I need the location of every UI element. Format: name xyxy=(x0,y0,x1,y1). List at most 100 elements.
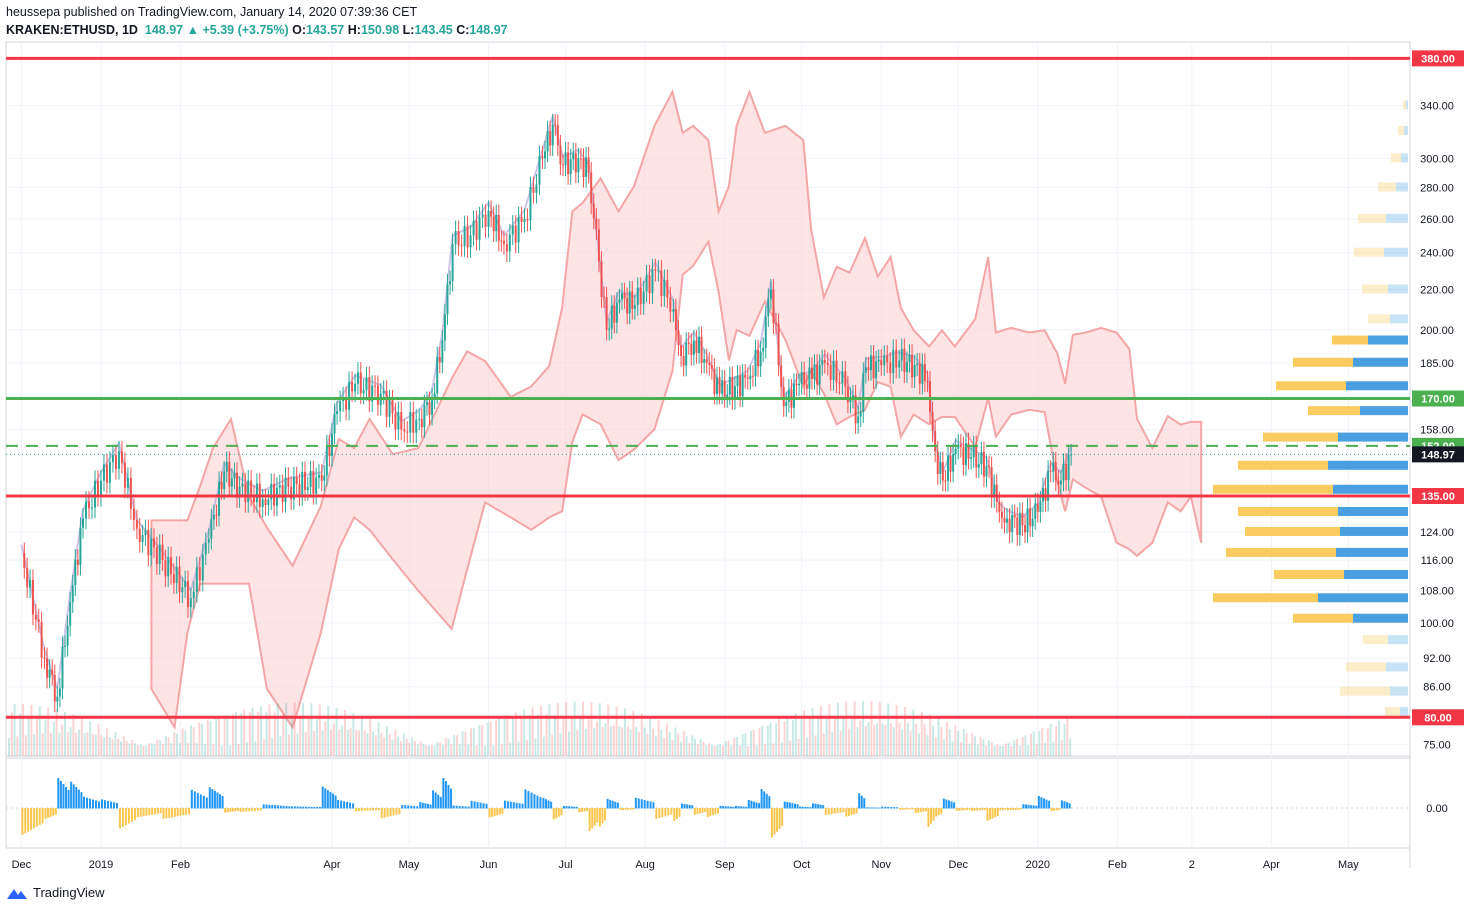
macd-bar xyxy=(1032,805,1035,809)
volume-bar xyxy=(153,744,156,756)
candle-body xyxy=(726,394,729,397)
candle-body xyxy=(345,397,348,410)
volume-bar xyxy=(722,745,724,756)
macd-bar xyxy=(763,791,766,809)
candle-body xyxy=(877,359,880,362)
candle-body xyxy=(610,305,613,329)
candle-body xyxy=(785,401,788,407)
candle-body xyxy=(284,477,287,502)
tradingview-brand[interactable]: TradingView xyxy=(6,885,105,900)
close-label: C: xyxy=(456,23,470,37)
candle-body xyxy=(304,471,307,491)
candle-body xyxy=(654,269,657,271)
macd-bar xyxy=(30,808,33,830)
volume-bar xyxy=(489,721,492,756)
macd-bar xyxy=(575,806,578,809)
macd-bar xyxy=(901,808,904,810)
macd-bar xyxy=(242,808,245,812)
volume-bar xyxy=(696,744,699,756)
volume-bar xyxy=(775,723,778,756)
candle-body xyxy=(443,314,446,341)
macd-bar xyxy=(616,802,619,809)
ichimoku-cloud xyxy=(150,89,1203,731)
vp-up-bar xyxy=(1390,314,1408,324)
volume-bar xyxy=(344,710,346,756)
vp-up-bar xyxy=(1338,432,1408,442)
volume-bar xyxy=(206,719,209,756)
volume-bar xyxy=(313,731,316,756)
volume-bar xyxy=(1018,745,1021,756)
candle-body xyxy=(526,218,529,221)
candle-body xyxy=(782,387,785,407)
candle-body xyxy=(934,431,937,452)
volume-bar xyxy=(69,727,72,756)
volume-bar xyxy=(523,709,526,756)
last-price: 148.97 xyxy=(144,23,184,37)
y-tick-label: 200.00 xyxy=(1420,325,1454,337)
symbol-name[interactable]: KRAKEN:ETHUSD, 1D xyxy=(6,23,138,37)
macd-bar xyxy=(321,786,324,809)
macd-bar xyxy=(724,806,727,809)
candle-body xyxy=(161,544,164,561)
macd-bar xyxy=(452,805,455,809)
candle-body xyxy=(705,359,708,363)
volume-bar xyxy=(610,726,612,756)
y-tick-label: 100.00 xyxy=(1420,618,1454,630)
macd-bar xyxy=(778,808,781,829)
volume-bar xyxy=(909,731,912,756)
macd-bar xyxy=(737,806,740,809)
candle-body xyxy=(636,287,639,306)
candle-body xyxy=(559,145,562,165)
volume-bar xyxy=(181,728,184,756)
macd-bar xyxy=(942,798,945,809)
candle-body xyxy=(690,343,693,355)
candle-body xyxy=(1062,463,1065,481)
macd-bar xyxy=(360,808,363,811)
volume-bar xyxy=(246,742,248,756)
candle-body xyxy=(826,362,829,365)
volume-bar xyxy=(234,712,237,756)
volume-bar xyxy=(1049,724,1052,756)
indicator-pane xyxy=(5,757,1411,849)
candle-body xyxy=(278,485,281,488)
vp-up-bar xyxy=(1386,213,1408,223)
volume-bar xyxy=(190,725,192,756)
macd-bar xyxy=(624,808,627,810)
candle-body xyxy=(708,362,711,365)
vp-up-bar xyxy=(1401,153,1408,163)
macd-bar xyxy=(740,806,743,809)
volume-bar xyxy=(1052,741,1055,756)
candle-body xyxy=(138,528,141,542)
macd-bar xyxy=(611,800,614,809)
volume-bar xyxy=(509,742,512,756)
volume-bar xyxy=(355,729,358,756)
candle-body xyxy=(391,400,394,414)
candle-body xyxy=(980,451,983,465)
candle-body xyxy=(66,625,69,646)
macd-zero-label: 0.00 xyxy=(1426,803,1447,815)
macd-bar xyxy=(296,806,299,809)
volume-bar xyxy=(402,733,405,756)
macd-bar xyxy=(530,792,533,809)
candle-body xyxy=(775,323,778,325)
candle-body xyxy=(376,385,379,405)
candle-body xyxy=(69,602,72,626)
candle-body xyxy=(574,153,577,173)
volume-bar xyxy=(923,724,926,756)
candle-body xyxy=(466,226,469,248)
macd-bar xyxy=(991,808,994,819)
candle-body xyxy=(859,412,862,417)
volume-bar xyxy=(89,720,92,756)
low-label: L: xyxy=(402,23,415,37)
volume-bar xyxy=(985,745,988,756)
macd-bar xyxy=(896,807,899,809)
candle-body xyxy=(1054,462,1057,481)
candle-body xyxy=(823,360,826,363)
macd-bar xyxy=(801,806,804,809)
volume-bar xyxy=(226,714,229,756)
volume-bar xyxy=(500,744,503,756)
volume-bar xyxy=(310,703,313,756)
macd-bar xyxy=(887,806,890,809)
macd-bar xyxy=(173,808,176,817)
